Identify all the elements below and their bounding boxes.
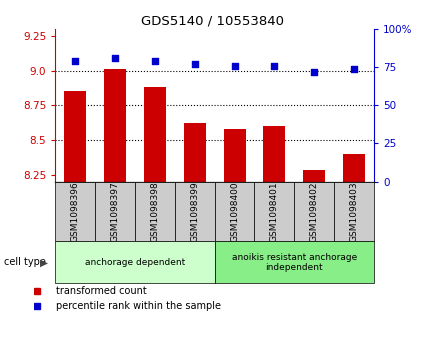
Bar <box>64 91 86 182</box>
Point <box>231 64 238 69</box>
Point <box>191 61 198 66</box>
Text: ▶: ▶ <box>40 257 48 267</box>
Point <box>112 55 119 61</box>
Bar <box>175 182 215 241</box>
Bar <box>334 182 374 241</box>
Bar <box>144 87 166 182</box>
Point <box>311 69 317 75</box>
Text: GSM1098396: GSM1098396 <box>71 181 79 242</box>
Text: anoikis resistant anchorage
independent: anoikis resistant anchorage independent <box>232 253 357 272</box>
Bar <box>135 182 175 241</box>
Bar <box>55 241 215 283</box>
Text: GSM1098402: GSM1098402 <box>310 181 319 242</box>
Bar <box>104 69 126 182</box>
Bar <box>255 182 294 241</box>
Point <box>271 64 278 69</box>
Text: transformed count: transformed count <box>56 286 147 296</box>
Text: GSM1098403: GSM1098403 <box>350 181 359 242</box>
Text: GSM1098397: GSM1098397 <box>110 181 119 242</box>
Text: GDS5140 / 10553840: GDS5140 / 10553840 <box>141 15 284 28</box>
Bar <box>95 182 135 241</box>
Bar <box>294 182 334 241</box>
Bar <box>224 129 246 182</box>
Text: percentile rank within the sample: percentile rank within the sample <box>56 301 221 311</box>
Point <box>151 58 158 64</box>
Bar <box>55 182 95 241</box>
Text: GSM1098398: GSM1098398 <box>150 181 159 242</box>
Bar <box>215 182 255 241</box>
Text: GSM1098400: GSM1098400 <box>230 181 239 242</box>
Text: GSM1098401: GSM1098401 <box>270 181 279 242</box>
Bar <box>215 241 374 283</box>
Bar <box>264 126 285 182</box>
Bar <box>303 170 325 182</box>
Bar <box>343 154 365 182</box>
Bar <box>184 123 206 182</box>
Text: GSM1098399: GSM1098399 <box>190 181 199 242</box>
Point <box>351 66 357 72</box>
Text: cell type: cell type <box>4 257 46 267</box>
Text: anchorage dependent: anchorage dependent <box>85 258 185 267</box>
Point <box>72 58 79 64</box>
